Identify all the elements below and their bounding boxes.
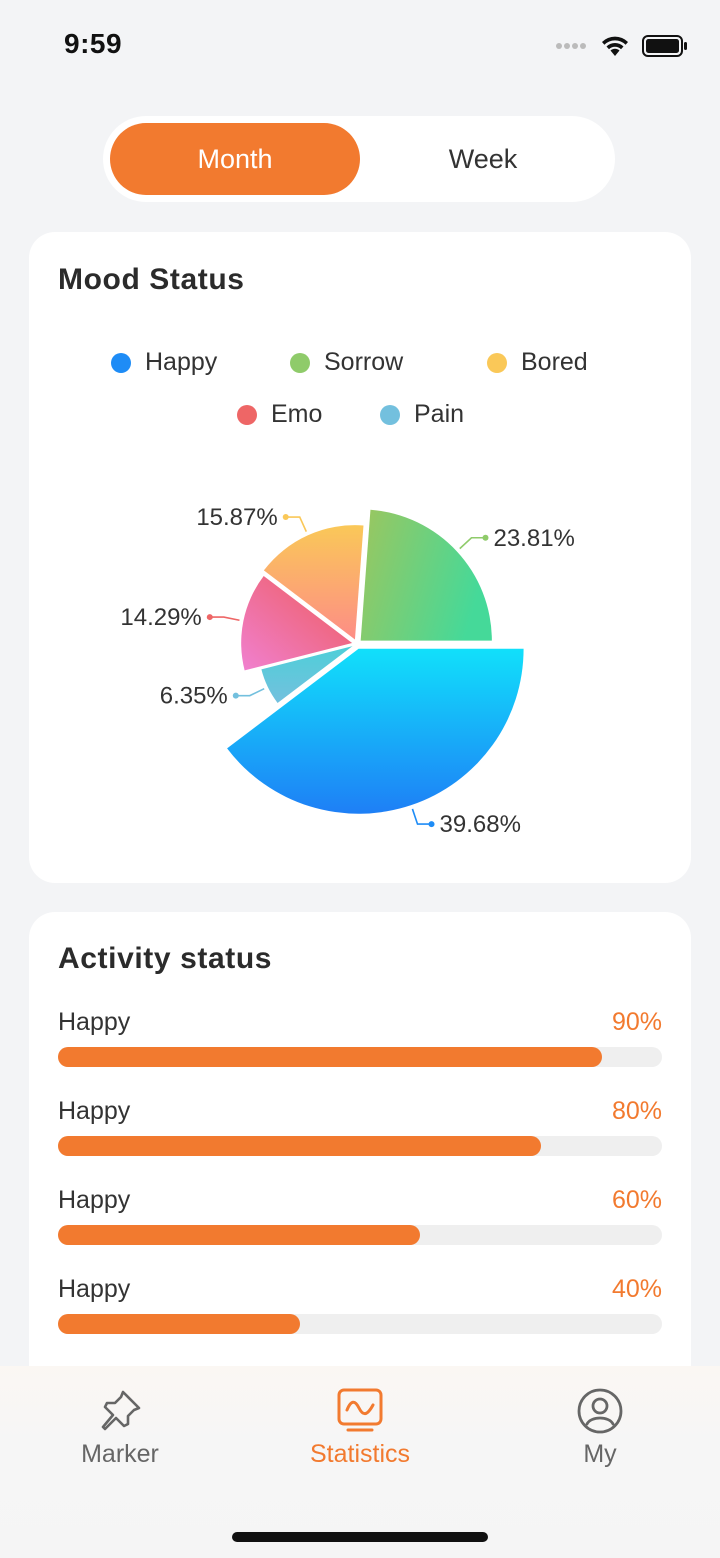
- activity-label: Happy: [58, 1186, 131, 1214]
- mood-status-title: Mood Status: [58, 263, 245, 296]
- status-icons: [556, 30, 688, 62]
- month-tab[interactable]: Month: [110, 123, 360, 195]
- period-segmented-control: Month Week: [103, 116, 615, 202]
- activity-progress-fill: [58, 1136, 542, 1156]
- pie-label-line: [209, 616, 240, 622]
- mood-status-card: Mood Status Happy Sorrow Bored Emo Pain: [29, 232, 691, 883]
- pie-label-line: [459, 536, 486, 550]
- activity-value: 60%: [611, 1186, 662, 1214]
- legend-label: Pain: [414, 400, 465, 428]
- status-bar: 9:59: [0, 0, 720, 90]
- tab-label: Marker: [81, 1440, 159, 1468]
- legend-dot-icon: [380, 404, 400, 425]
- activity-progress-fill: [58, 1225, 421, 1245]
- legend-label: Bored: [521, 348, 588, 376]
- activity-row: Happy 40%: [58, 1275, 662, 1345]
- activity-row: Happy 60%: [58, 1186, 662, 1256]
- pie-value-label: 15.87%: [196, 504, 277, 531]
- legend-item-bored[interactable]: Bored: [487, 348, 588, 377]
- pie-label-dot: [282, 514, 289, 521]
- legend-dot-icon: [487, 352, 507, 373]
- legend-item-happy[interactable]: Happy: [111, 348, 217, 377]
- legend-dot-icon: [111, 352, 131, 373]
- pie-label-line: [235, 687, 265, 697]
- legend-label: Sorrow: [324, 348, 404, 376]
- activity-row: Happy 90%: [58, 1008, 662, 1078]
- tab-label: Statistics: [309, 1440, 411, 1468]
- legend-item-pain[interactable]: Pain: [380, 400, 464, 429]
- legend-item-sorrow[interactable]: Sorrow: [290, 348, 403, 377]
- legend-label: Happy: [145, 348, 218, 376]
- pie-value-label: 6.35%: [160, 683, 228, 710]
- pie-slice-bored[interactable]: [263, 525, 364, 640]
- activity-label: Happy: [58, 1275, 131, 1303]
- pie-label-dot: [482, 534, 489, 541]
- activity-progress-track: [58, 1047, 662, 1067]
- home-indicator: [232, 1532, 488, 1542]
- bottom-tab-bar: Marker Statistics My: [0, 1366, 720, 1558]
- tab-statistics[interactable]: Statistics: [280, 1386, 440, 1476]
- week-tab[interactable]: Week: [358, 123, 608, 195]
- legend-dot-icon: [237, 404, 257, 425]
- activity-progress-track: [58, 1136, 662, 1156]
- pie-label-dot: [232, 692, 239, 699]
- activity-value: 90%: [611, 1008, 662, 1036]
- activity-progress-track: [58, 1314, 662, 1334]
- activity-status-card: Activity status Happy 90% Happy 80% Happ…: [29, 912, 691, 1432]
- legend-item-emo[interactable]: Emo: [237, 400, 322, 429]
- activity-row: Happy 80%: [58, 1097, 662, 1167]
- activity-label: Happy: [58, 1097, 131, 1125]
- legend-label: Emo: [271, 400, 323, 428]
- pie-slice-happy[interactable]: [227, 648, 524, 814]
- pie-slice-sorrow[interactable]: [360, 509, 492, 641]
- activity-progress-track: [58, 1225, 662, 1245]
- signal-icon: [556, 43, 586, 49]
- pie-value-label: 23.81%: [493, 525, 574, 552]
- status-time: 9:59: [64, 28, 123, 59]
- pie-slice-emo[interactable]: [241, 576, 353, 671]
- pie-label-dot: [206, 614, 213, 621]
- pie-label-line: [285, 516, 308, 532]
- pie-value-label: 39.68%: [440, 811, 521, 838]
- activity-label: Happy: [58, 1008, 131, 1036]
- activity-value: 80%: [611, 1097, 662, 1125]
- battery-icon: [642, 35, 687, 57]
- user-circle-icon: [577, 1388, 623, 1434]
- activity-status-title: Activity status: [58, 942, 273, 975]
- activity-value: 40%: [611, 1275, 662, 1303]
- wifi-icon: [602, 36, 628, 56]
- chart-screen-icon: [337, 1388, 383, 1432]
- pie-label-dot: [428, 821, 435, 828]
- tab-marker[interactable]: Marker: [40, 1386, 200, 1476]
- pie-label-line: [411, 808, 432, 825]
- activity-progress-fill: [58, 1047, 602, 1067]
- tab-label: My: [583, 1440, 617, 1468]
- pie-value-label: 14.29%: [120, 604, 201, 631]
- legend-dot-icon: [290, 352, 310, 373]
- pie-slice-pain[interactable]: [261, 646, 353, 703]
- mood-pie-chart: 39.68% 6.35% 14.29% 15.87% 23.81%: [120, 504, 575, 838]
- activity-progress-fill: [58, 1314, 300, 1334]
- tab-my[interactable]: My: [520, 1386, 680, 1476]
- pin-icon: [101, 1390, 141, 1431]
